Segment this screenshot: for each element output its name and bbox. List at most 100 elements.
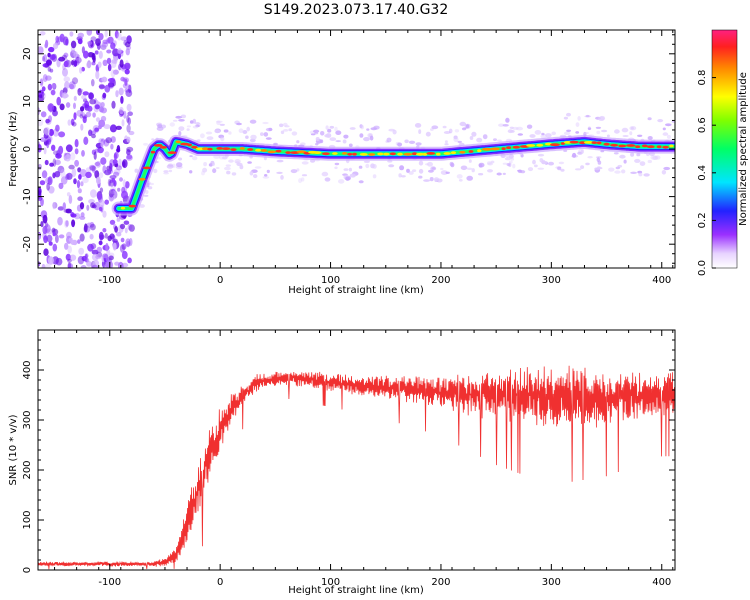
noise-blob [50, 89, 56, 96]
spectral-scatter [290, 169, 298, 174]
spectrogram-x-axis-label: Height of straight line (km) [288, 285, 424, 296]
noise-blob [64, 81, 70, 89]
noise-blob [124, 62, 130, 70]
noise-blob [58, 131, 66, 138]
spectral-peak [247, 148, 254, 151]
spectral-scatter [487, 169, 493, 173]
snr-frame [37, 329, 676, 571]
noise-blob [63, 60, 69, 68]
noise-blob [98, 84, 106, 89]
spectral-scatter [459, 121, 467, 127]
noise-blob [91, 264, 99, 268]
spectral-scatter [228, 131, 232, 135]
noise-blob [80, 265, 87, 268]
spectral-scatter [440, 170, 448, 176]
noise-blob [99, 206, 103, 212]
spectral-scatter [595, 126, 602, 129]
spectral-scatter [189, 170, 193, 174]
noise-blob [112, 159, 118, 165]
noise-blob [98, 240, 103, 246]
spectral-scatter [358, 180, 364, 184]
y-tick-label: 200 [22, 460, 33, 479]
spectral-peak [239, 147, 245, 150]
noise-blob [115, 165, 123, 171]
spectral-scatter [608, 167, 615, 172]
spectral-peak [490, 147, 500, 151]
spectral-scatter [228, 159, 234, 163]
spectral-scatter [614, 129, 620, 134]
spectral-scatter [558, 161, 565, 165]
noise-blob [85, 111, 92, 118]
spectral-scatter [214, 129, 221, 134]
noise-blob [109, 124, 117, 133]
noise-blob [70, 118, 75, 126]
spectral-scatter [365, 163, 370, 169]
spectral-scatter [657, 119, 664, 123]
spectral-scatter [238, 128, 244, 133]
spectral-scatter [325, 133, 332, 138]
noise-blob [41, 263, 46, 268]
spectral-peak [436, 152, 441, 156]
noise-blob [108, 255, 114, 261]
spectral-scatter [663, 166, 671, 171]
noise-blob [70, 40, 77, 49]
spectral-scatter [276, 159, 284, 163]
noise-blob [122, 160, 126, 168]
noise-blob [90, 223, 96, 231]
noise-blob [67, 245, 72, 254]
noise-blob [125, 155, 133, 161]
spectral-scatter [464, 123, 471, 129]
x-tick-label: 300 [542, 577, 561, 588]
spectral-scatter [349, 127, 356, 130]
noise-blob [104, 30, 108, 38]
spectral-scatter [502, 124, 509, 127]
spectral-scatter [360, 124, 364, 130]
spectral-scatter [151, 138, 155, 141]
spectral-peak [626, 144, 636, 147]
noise-blob [83, 50, 89, 59]
spectral-peak [459, 150, 466, 154]
spectral-peak [175, 140, 181, 144]
spectral-scatter [349, 173, 356, 178]
spectral-scatter [537, 167, 545, 170]
noise-blob [74, 148, 79, 155]
noise-blob [105, 137, 112, 144]
spectral-scatter [502, 162, 508, 165]
noise-blob [93, 259, 100, 268]
noise-blob [88, 92, 93, 100]
noise-blob [78, 247, 85, 255]
noise-blob [91, 249, 99, 255]
noise-blob [77, 196, 83, 201]
noise-blob [100, 102, 105, 108]
noise-blob [45, 118, 50, 124]
spectral-peak [216, 147, 224, 150]
noise-blob [43, 127, 51, 136]
spectral-scatter [192, 125, 199, 129]
spectral-scatter [606, 134, 610, 138]
noise-blob [124, 68, 130, 75]
x-tick-label: -100 [98, 275, 121, 286]
noise-blob [63, 52, 69, 58]
spectral-scatter [169, 122, 175, 127]
noise-blob [70, 211, 75, 218]
noise-blob [53, 150, 59, 156]
spectral-scatter [338, 179, 345, 184]
noise-blob [121, 186, 126, 194]
noise-blob [58, 234, 65, 239]
noise-blob [108, 189, 114, 198]
noise-blob [39, 79, 44, 87]
spectral-scatter [178, 126, 185, 131]
noise-blob [91, 79, 95, 87]
spectral-scatter [580, 165, 585, 170]
noise-blob [116, 231, 122, 237]
spectral-scatter [260, 132, 264, 137]
spectral-scatter [647, 117, 652, 121]
spectral-peak [359, 153, 368, 156]
spectrogram-y-axis-label: Frequency (Hz) [8, 111, 19, 187]
noise-blob [87, 105, 93, 112]
spectral-peak [526, 144, 536, 147]
noise-blob [82, 91, 89, 96]
noise-blob [110, 69, 116, 78]
spectral-scatter [551, 131, 556, 136]
spectral-scatter [427, 161, 433, 167]
